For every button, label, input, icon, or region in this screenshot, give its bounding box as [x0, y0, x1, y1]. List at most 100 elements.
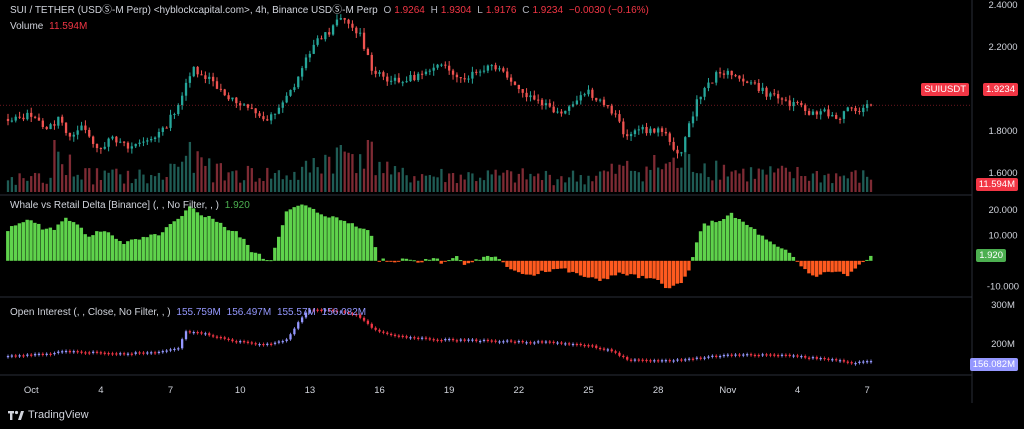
volume-bar	[575, 181, 579, 192]
delta-bar	[350, 223, 354, 261]
volume-bar	[598, 171, 602, 192]
oi-candle	[835, 359, 838, 361]
oi-title[interactable]: Open Interest (, , Close, No Filter, , )	[10, 307, 171, 318]
price-candle	[428, 70, 431, 72]
delta-bar	[369, 235, 374, 261]
oi-candle	[432, 339, 435, 341]
oi-candle	[838, 360, 842, 362]
price-candle	[30, 112, 33, 117]
oi-candle	[610, 349, 613, 352]
delta-bar	[37, 223, 41, 261]
oi-value-4: 156.082M	[321, 307, 367, 318]
whale-axis-tick: 20.000	[988, 205, 1017, 216]
price-candle	[22, 117, 25, 120]
whale-title[interactable]: Whale vs Retail Delta [Binance] (, , No …	[10, 200, 219, 211]
volume-bar	[223, 180, 226, 192]
oi-candle	[339, 311, 342, 313]
volume-bar	[680, 167, 683, 192]
price-candle	[76, 130, 79, 135]
oi-candle	[192, 332, 195, 334]
price-candle	[122, 141, 126, 143]
volume-bar	[761, 169, 764, 192]
price-candle	[726, 70, 729, 75]
volume-bar	[676, 167, 679, 192]
volume-bar	[498, 175, 501, 192]
delta-bar	[149, 234, 153, 261]
delta-bar	[215, 221, 219, 261]
volume-bar	[633, 170, 637, 192]
time-axis-tick: 16	[374, 385, 385, 396]
oi-candle	[819, 358, 822, 360]
delta-bar	[501, 260, 505, 263]
volume-bar	[804, 176, 807, 192]
delta-bar	[865, 259, 869, 261]
volume-bar	[738, 173, 741, 192]
tradingview-logo[interactable]: TradingView	[8, 409, 89, 421]
price-candle	[602, 99, 606, 106]
price-candle	[645, 126, 648, 134]
delta-bar	[845, 260, 850, 277]
price-candle	[862, 107, 865, 113]
price-candle	[343, 18, 346, 20]
volume-bar	[564, 182, 567, 192]
volume-label[interactable]: Volume	[10, 21, 44, 32]
price-candle	[355, 27, 358, 34]
oi-candle	[575, 343, 579, 346]
delta-bar	[714, 222, 718, 261]
price-candle	[57, 116, 60, 126]
delta-bar	[373, 247, 378, 261]
volume-bar	[823, 175, 826, 192]
volume-bar	[64, 175, 68, 192]
oi-candle	[715, 355, 718, 357]
delta-bar	[869, 255, 873, 261]
delta-bar	[838, 260, 842, 272]
delta-bar	[110, 235, 114, 261]
delta-bar	[493, 256, 498, 261]
price-candle	[103, 146, 106, 149]
delta-bar	[749, 227, 753, 261]
delta-bar	[265, 260, 269, 262]
time-axis-tick: 7	[168, 385, 173, 396]
volume-bar	[653, 154, 656, 192]
delta-bar	[447, 260, 451, 262]
volume-bar	[780, 165, 784, 192]
price-candle	[533, 95, 536, 100]
volume-bar	[285, 175, 288, 192]
delta-bar	[424, 258, 428, 261]
oi-candle	[668, 360, 671, 362]
oi-candle	[649, 360, 652, 362]
oi-candle	[424, 337, 428, 339]
delta-bar	[358, 228, 362, 261]
price-candle	[451, 70, 455, 75]
oi-candle	[366, 320, 370, 324]
volume-bar	[49, 177, 52, 192]
price-candle	[235, 97, 238, 104]
volume-bar	[122, 183, 126, 192]
oi-candle	[726, 354, 729, 356]
volume-bar	[45, 183, 48, 192]
delta-bar	[269, 260, 273, 262]
delta-bar	[656, 260, 660, 280]
symbol-title[interactable]: SUI / TETHER (USDⓈ-M Perp) <hyblockcapit…	[10, 5, 378, 16]
price-candle	[459, 77, 462, 79]
price-candle	[107, 138, 110, 147]
oi-candle	[506, 340, 509, 342]
volume-bar	[626, 160, 629, 192]
price-candle	[680, 152, 683, 154]
price-candle	[773, 93, 776, 95]
delta-bar	[574, 260, 579, 274]
price-candle	[587, 89, 590, 95]
delta-bar	[420, 260, 424, 263]
price-candle	[854, 108, 857, 112]
volume-bar	[389, 174, 393, 192]
tradingview-logo-text: TradingView	[28, 409, 89, 421]
price-candle	[432, 67, 435, 71]
delta-bar	[416, 260, 420, 263]
oi-candle	[680, 359, 683, 361]
delta-bar	[141, 236, 145, 261]
volume-bar	[463, 179, 466, 192]
whale-delta-bars	[6, 204, 873, 289]
oi-candle	[773, 354, 776, 356]
